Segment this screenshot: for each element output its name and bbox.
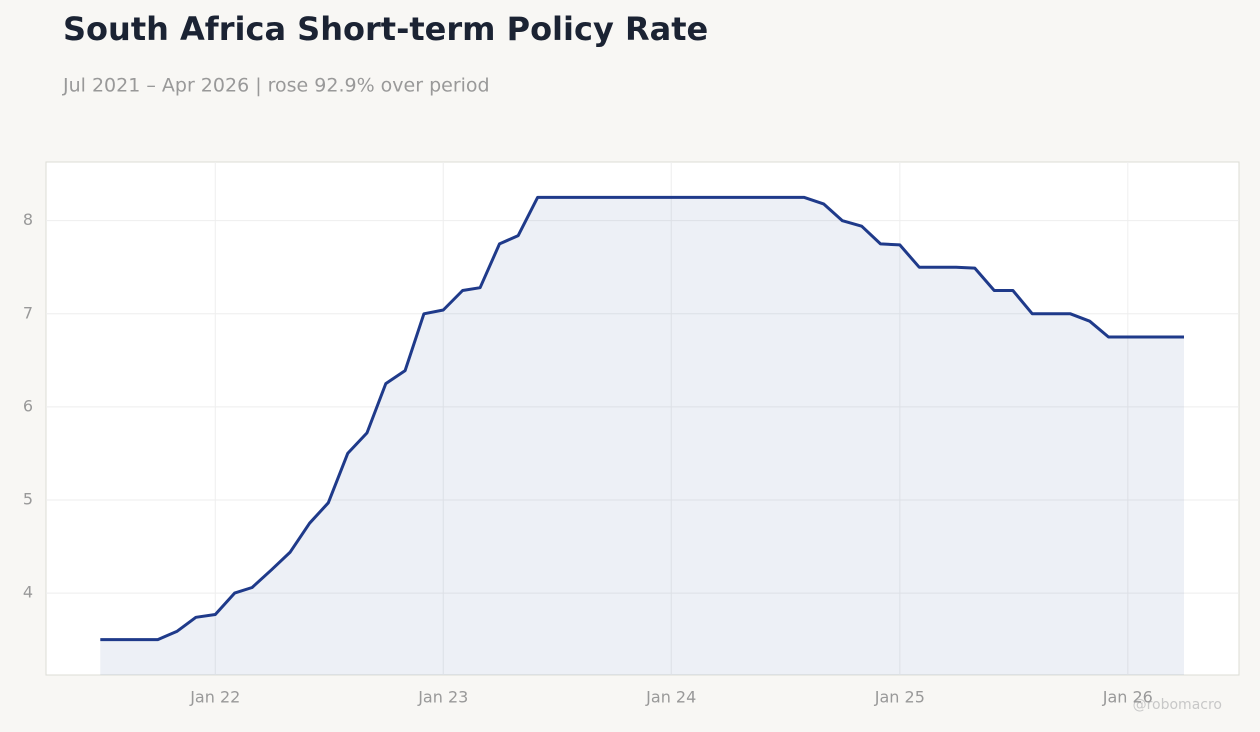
y-tick-label: 6 — [23, 396, 33, 415]
chart-subtitle: Jul 2021 – Apr 2026 | rose 92.9% over pe… — [62, 75, 490, 97]
y-tick-label: 5 — [23, 489, 33, 508]
x-tick-label: Jan 26 — [1102, 688, 1153, 707]
x-tick-label: Jan 22 — [189, 688, 240, 707]
y-tick-label: 8 — [23, 210, 33, 229]
chart-title: South Africa Short-term Policy Rate — [63, 10, 708, 48]
y-tick-label: 4 — [23, 583, 33, 602]
x-tick-label: Jan 25 — [874, 688, 925, 707]
x-tick-label: Jan 24 — [645, 688, 696, 707]
x-tick-label: Jan 23 — [417, 688, 468, 707]
watermark: @robomacro — [1133, 697, 1222, 713]
y-tick-label: 7 — [23, 303, 33, 322]
line — [100, 195, 1184, 642]
area — [100, 197, 1184, 675]
